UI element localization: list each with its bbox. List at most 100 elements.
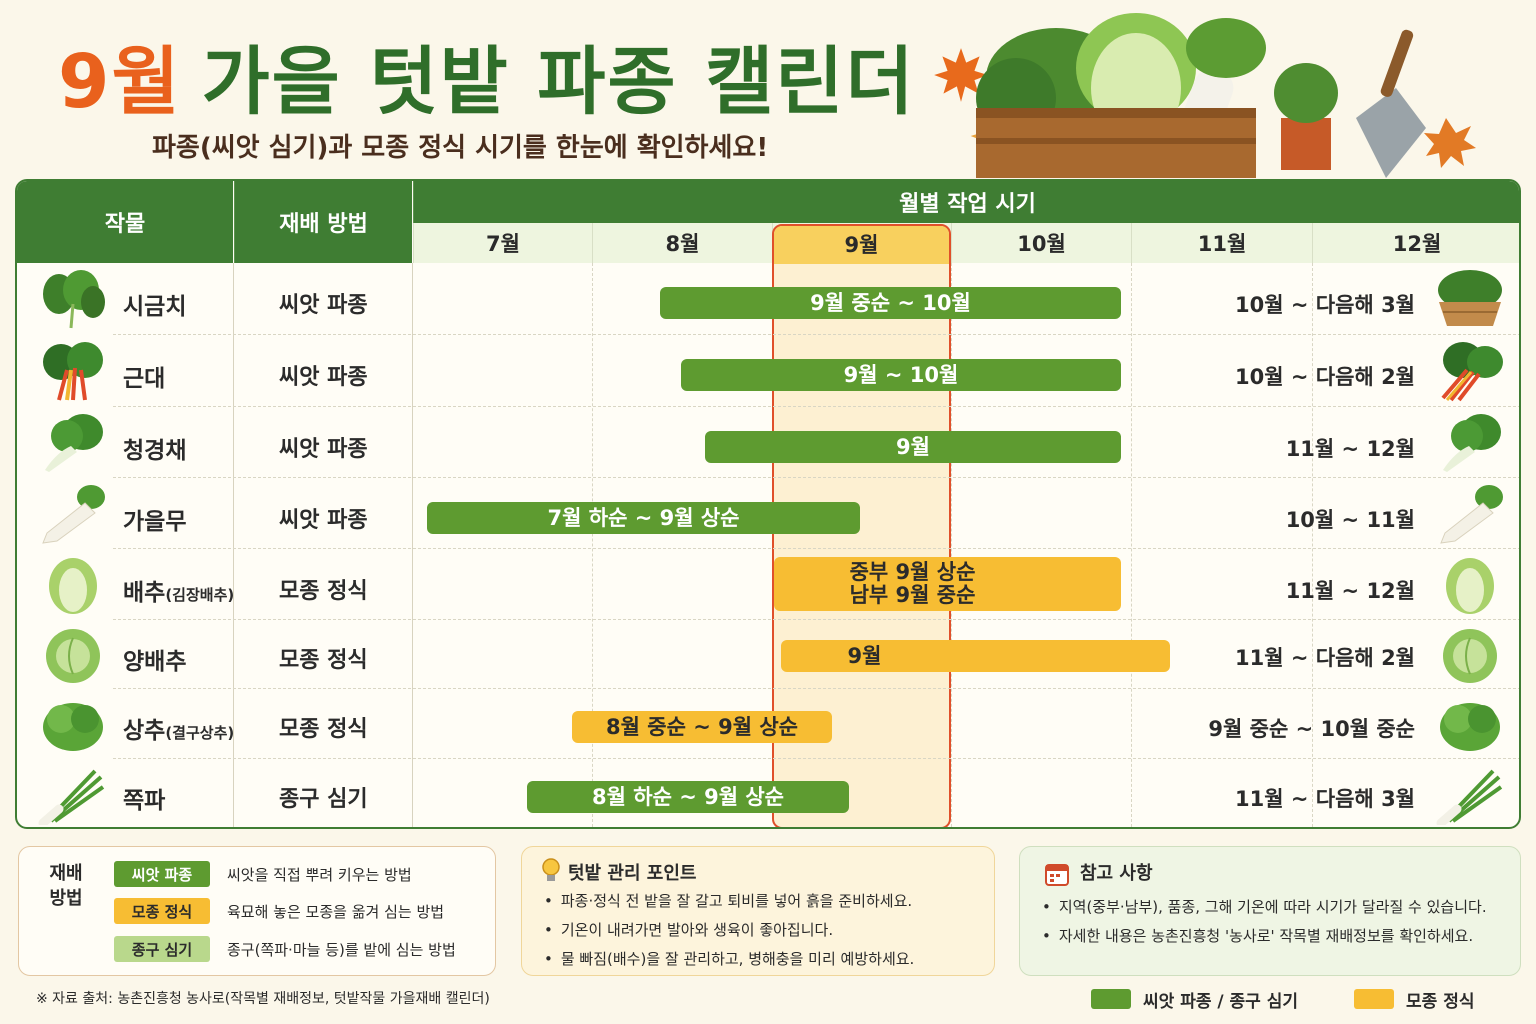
title-text: 가을 텃밭 파종 캘린더	[201, 39, 916, 125]
list-item: 자세한 내용은 농촌진흥청 '농사로' 작목별 재배정보를 확인하세요.	[1042, 922, 1487, 951]
harvest-period: 10월 ~ 11월	[1285, 508, 1415, 532]
radish-icon	[1440, 485, 1503, 544]
crop-name: 시금치	[123, 294, 187, 320]
month-header-aug: 8월	[592, 223, 772, 263]
table-row: 가을무 씨앗 파종 7월 하순 ~ 9월 상순 10월 ~ 11월	[17, 478, 1519, 549]
schedule-bar: 8월 중순 ~ 9월 상순	[572, 711, 832, 743]
lettuce-icon	[1440, 703, 1500, 751]
harvest-period: 10월 ~ 다음해 3월	[1235, 293, 1415, 317]
list-item: 물 빠짐(배수)을 잘 관리하고, 병해충을 미리 예방하세요.	[544, 945, 914, 974]
month-header-nov: 11월	[1131, 223, 1312, 263]
crop-name: 쪽파	[123, 788, 166, 814]
legend-desc: 씨앗을 직접 뿌려 키우는 방법	[227, 866, 412, 884]
lettuce-icon	[43, 703, 103, 751]
legend-chip-bulb: 종구 심기	[114, 936, 210, 962]
title-month: 9월	[58, 39, 182, 125]
crop-name: 양배추	[123, 649, 187, 675]
harvest-period: 11월 ~ 12월	[1285, 579, 1415, 603]
column-divider	[412, 263, 413, 827]
month-header-oct: 10월	[951, 223, 1131, 263]
crop-method: 종구 심기	[279, 787, 368, 812]
table-row: 상추(결구상추) 모종 정식 8월 중순 ~ 9월 상순 9월 중순 ~ 10월…	[17, 689, 1519, 759]
legend-desc: 육묘해 놓은 모종을 옮겨 심는 방법	[227, 903, 445, 921]
schedule-bar: 7월 하순 ~ 9월 상순	[427, 502, 860, 534]
month-header-jul: 7월	[413, 223, 592, 263]
month-header-dec: 12월	[1312, 223, 1519, 263]
scallion-icon	[38, 769, 105, 825]
crop-name: 배추(김장배추)	[123, 580, 235, 606]
napa-cabbage-icon	[49, 558, 97, 614]
chard-bunch-icon	[1441, 342, 1503, 402]
month-divider	[1131, 263, 1132, 827]
key-label: 씨앗 파종 / 종구 심기	[1143, 991, 1299, 1012]
reference-panel: 참고 사항 지역(중부·남부), 품종, 그해 기온에 따라 시기가 달라질 수…	[1019, 846, 1521, 976]
harvest-period: 11월 ~ 다음해 2월	[1235, 646, 1415, 670]
cultivation-method-legend: 재배 방법 씨앗 파종 씨앗을 직접 뿌려 키우는 방법 모종 정식 육묘해 놓…	[18, 846, 496, 976]
header-method: 재배 방법	[234, 181, 412, 263]
month-divider	[1312, 263, 1313, 827]
bok-choy-icon	[1443, 414, 1501, 472]
harvest-period: 11월 ~ 12월	[1285, 437, 1415, 461]
legend-desc: 종구(쪽파·마늘 등)를 밭에 심는 방법	[227, 941, 456, 959]
spinach-basket-icon	[1438, 270, 1502, 326]
reference-list: 지역(중부·남부), 품종, 그해 기온에 따라 시기가 달라질 수 있습니다.…	[1042, 893, 1487, 951]
schedule-bar: 9월	[781, 640, 1170, 672]
month-divider	[592, 263, 593, 827]
schedule-bar: 9월 중순 ~ 10월	[660, 287, 1121, 319]
table-row: 배추(김장배추) 모종 정식 중부 9월 상순 남부 9월 중순 11월 ~ 1…	[17, 549, 1519, 620]
lightbulb-icon	[542, 858, 560, 881]
header-schedule: 월별 작업 시기	[413, 181, 1519, 223]
key-swatch-green	[1091, 989, 1131, 1009]
crop-name: 청경채	[123, 438, 187, 464]
table-row: 근대 씨앗 파종 9월 ~ 10월 10월 ~ 다음해 2월	[17, 335, 1519, 407]
harvest-period: 11월 ~ 다음해 3월	[1235, 787, 1415, 811]
cabbage-icon	[46, 629, 100, 683]
reference-title: 참고 사항	[1080, 863, 1153, 884]
garden-tips-panel: 텃밭 관리 포인트 파종·정식 전 밭을 잘 갈고 퇴비를 넣어 흙을 준비하세…	[521, 846, 995, 976]
header-crop: 작물	[17, 181, 233, 263]
table-row: 쪽파 종구 심기 8월 하순 ~ 9월 상순 11월 ~ 다음해 3월	[17, 759, 1519, 827]
scallion-icon	[1436, 769, 1503, 825]
key-green: 씨앗 파종 / 종구 심기	[1091, 988, 1299, 1012]
harvest-period: 10월 ~ 다음해 2월	[1235, 365, 1415, 389]
radish-icon	[42, 485, 105, 544]
legend-title: 재배 방법	[49, 863, 83, 909]
schedule-bar: 9월 ~ 10월	[681, 359, 1121, 391]
list-item: 기온이 내려가면 발아와 생육이 좋아집니다.	[544, 916, 914, 945]
vegetable-crate-illustration	[976, 13, 1476, 178]
crop-method: 씨앗 파종	[279, 365, 368, 390]
crop-method: 씨앗 파종	[279, 293, 368, 318]
crop-method: 모종 정식	[279, 579, 368, 604]
bar-label: 9월	[847, 643, 882, 668]
calendar-icon	[1045, 864, 1069, 886]
key-label: 모종 정식	[1406, 991, 1475, 1012]
maple-leaf-icon	[934, 48, 988, 102]
schedule-bar: 8월 하순 ~ 9월 상순	[527, 781, 849, 813]
list-item: 지역(중부·남부), 품종, 그해 기온에 따라 시기가 달라질 수 있습니다.	[1042, 893, 1487, 922]
crop-name: 상추(결구상추)	[123, 718, 235, 744]
month-divider	[951, 263, 952, 827]
list-item: 파종·정식 전 밭을 잘 갈고 퇴비를 넣어 흙을 준비하세요.	[544, 887, 914, 916]
calendar-table: 작물 재배 방법 월별 작업 시기 7월 8월 9월 10월 11월 12월 9…	[15, 179, 1521, 829]
key-swatch-yellow	[1354, 989, 1394, 1009]
schedule-bar: 9월	[705, 431, 1121, 463]
tips-title: 텃밭 관리 포인트	[568, 863, 697, 884]
table-row: 시금치 씨앗 파종 9월 중순 ~ 10월 10월 ~ 다음해 3월	[17, 263, 1519, 335]
page-subtitle: 파종(씨앗 심기)과 모종 정식 시기를 한눈에 확인하세요!	[152, 133, 769, 163]
legend-chip-seedling: 모종 정식	[114, 898, 210, 924]
harvest-period: 9월 중순 ~ 10월 중순	[1208, 717, 1415, 741]
crop-method: 씨앗 파종	[279, 508, 368, 533]
data-source: ※ 자료 출처: 농촌진흥청 농사로(작목별 재배정보, 텃밭작물 가을재배 캘…	[36, 991, 490, 1007]
table-row: 청경채 씨앗 파종 9월 11월 ~ 12월	[17, 407, 1519, 478]
key-yellow: 모종 정식	[1354, 988, 1475, 1012]
crop-method: 씨앗 파종	[279, 437, 368, 462]
tips-list: 파종·정식 전 밭을 잘 갈고 퇴비를 넣어 흙을 준비하세요. 기온이 내려가…	[544, 887, 914, 974]
crop-name: 근대	[123, 366, 166, 392]
schedule-bar: 중부 9월 상순 남부 9월 중순	[774, 557, 1121, 611]
legend-chip-seed: 씨앗 파종	[114, 861, 210, 887]
table-row: 양배추 모종 정식 9월 11월 ~ 다음해 2월	[17, 620, 1519, 689]
napa-cabbage-icon	[1446, 558, 1494, 614]
crop-method: 모종 정식	[279, 717, 368, 742]
page-title: 9월 가을 텃밭 파종 캘린더	[58, 22, 916, 129]
header: 9월 가을 텃밭 파종 캘린더 파종(씨앗 심기)과 모종 정식 시기를 한눈에 …	[0, 0, 1536, 180]
